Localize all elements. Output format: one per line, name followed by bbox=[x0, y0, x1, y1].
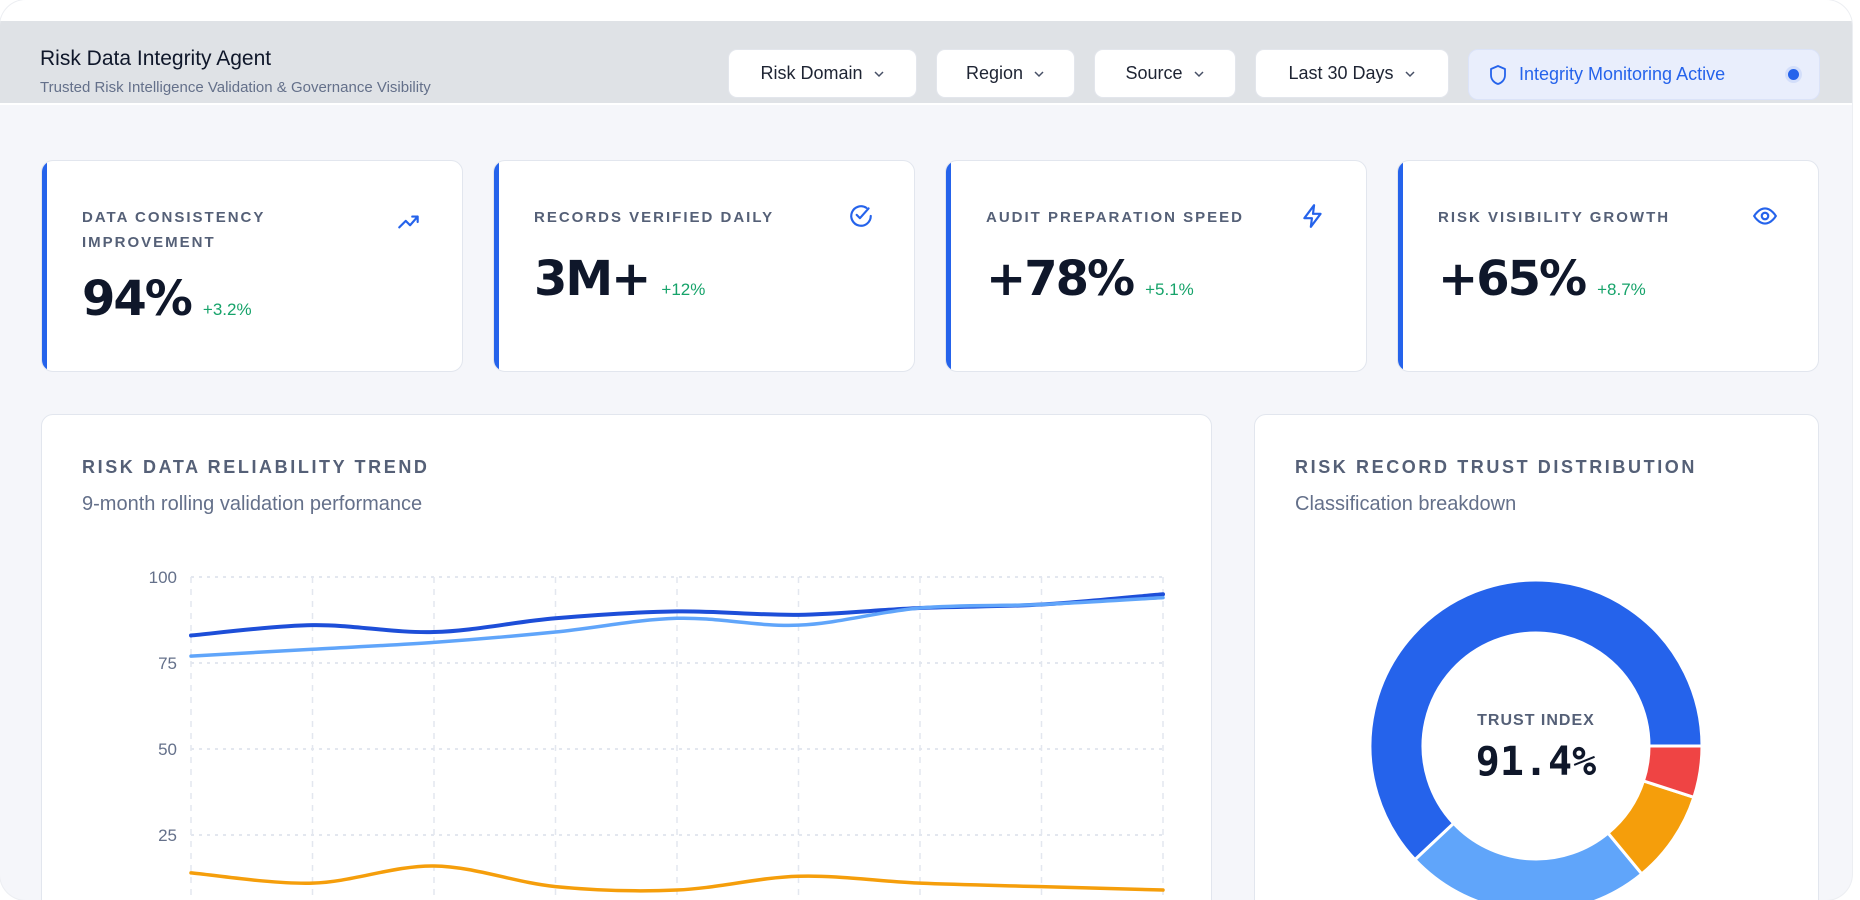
y-tick-label: 75 bbox=[158, 654, 177, 673]
kpi-label: DATA CONSISTENCY IMPROVEMENT bbox=[82, 209, 266, 251]
integrity-status-badge[interactable]: Integrity Monitoring Active bbox=[1468, 49, 1820, 100]
series-line-2 bbox=[189, 595, 1165, 658]
kpi-value: 3M+ bbox=[534, 251, 651, 307]
y-tick-label: 25 bbox=[158, 826, 177, 845]
trending-up-icon bbox=[398, 215, 419, 229]
header-bar: Risk Data Integrity Agent Trusted Risk I… bbox=[0, 21, 1852, 105]
kpi-card-audit-speed: AUDIT PREPARATION SPEED +78% +5.1% bbox=[945, 160, 1367, 372]
window-top bbox=[0, 0, 1852, 21]
kpi-label: RECORDS VERIFIED DAILY bbox=[534, 209, 775, 226]
kpi-card-risk-visibility: RISK VISIBILITY GROWTH +65% +8.7% bbox=[1397, 160, 1819, 372]
kpi-delta: +5.1% bbox=[1145, 280, 1194, 299]
donut-slice-1[interactable] bbox=[1368, 578, 1704, 862]
app-title: Risk Data Integrity Agent bbox=[40, 47, 272, 70]
filter-label: Region bbox=[965, 63, 1024, 83]
region-filter[interactable]: Region bbox=[936, 49, 1075, 98]
risk-domain-filter[interactable]: Risk Domain bbox=[728, 49, 917, 98]
filter-label: Last 30 Days bbox=[1288, 63, 1394, 83]
kpi-delta: +12% bbox=[661, 280, 706, 299]
kpi-delta: +8.7% bbox=[1597, 280, 1646, 299]
kpi-card-data-consistency: DATA CONSISTENCY IMPROVEMENT 94% +3.2% bbox=[41, 160, 463, 372]
kpi-card-records-verified: RECORDS VERIFIED DAILY 3M+ +12% bbox=[493, 160, 915, 372]
filter-label: Risk Domain bbox=[760, 63, 863, 83]
kpi-value: 94% bbox=[82, 271, 193, 327]
kpi-value-row: 3M+ +12% bbox=[534, 251, 705, 307]
chevron-down-icon bbox=[1405, 70, 1415, 77]
panel-subtitle: Classification breakdown bbox=[1295, 493, 1517, 515]
reliability-trend-panel: RISK DATA RELIABILITY TREND 9-month roll… bbox=[41, 414, 1212, 900]
card-accent bbox=[42, 161, 47, 371]
kpi-value: +65% bbox=[1438, 251, 1587, 307]
chevron-down-icon bbox=[1034, 70, 1044, 77]
chevron-down-icon bbox=[1193, 70, 1204, 77]
eye-icon bbox=[1752, 207, 1778, 225]
panel-title: RISK RECORD TRUST DISTRIBUTION bbox=[1295, 457, 1697, 477]
y-tick-label: 50 bbox=[158, 740, 177, 759]
shield-icon bbox=[1490, 64, 1506, 85]
trust-distribution-panel: RISK RECORD TRUST DISTRIBUTION Classific… bbox=[1254, 414, 1819, 900]
donut-center-value: 91.4% bbox=[1476, 739, 1596, 785]
donut-slice-4[interactable] bbox=[1641, 744, 1704, 800]
check-circle-icon bbox=[850, 205, 872, 227]
kpi-value-row: +78% +5.1% bbox=[986, 251, 1194, 307]
source-filter[interactable]: Source bbox=[1094, 49, 1236, 98]
kpi-label: RISK VISIBILITY GROWTH bbox=[1438, 209, 1671, 226]
card-accent bbox=[494, 161, 499, 371]
date-range-filter[interactable]: Last 30 Days bbox=[1255, 49, 1449, 98]
panel-title: RISK DATA RELIABILITY TREND bbox=[82, 457, 430, 477]
y-tick-label: 100 bbox=[149, 568, 177, 587]
status-dot bbox=[1788, 69, 1799, 80]
kpi-delta: +3.2% bbox=[202, 300, 252, 319]
card-accent bbox=[946, 161, 951, 371]
kpi-label: AUDIT PREPARATION SPEED bbox=[986, 209, 1244, 226]
kpi-value-row: 94% +3.2% bbox=[82, 271, 252, 327]
status-label: Integrity Monitoring Active bbox=[1519, 64, 1726, 84]
donut-center-label: TRUST INDEX bbox=[1477, 712, 1595, 729]
trust-distribution-donut: TRUST INDEX 91.4% bbox=[1368, 578, 1704, 900]
kpi-value: +78% bbox=[986, 251, 1135, 307]
chevron-down-icon bbox=[873, 70, 884, 77]
app-subtitle: Trusted Risk Intelligence Validation & G… bbox=[40, 79, 431, 96]
filter-label: Source bbox=[1125, 63, 1183, 83]
card-accent bbox=[1398, 161, 1403, 371]
lightning-icon bbox=[1303, 204, 1322, 228]
kpi-value-row: +65% +8.7% bbox=[1438, 251, 1646, 307]
reliability-trend-chart: 100 75 50 25 bbox=[149, 568, 1165, 900]
panel-subtitle: 9-month rolling validation performance bbox=[82, 493, 423, 515]
